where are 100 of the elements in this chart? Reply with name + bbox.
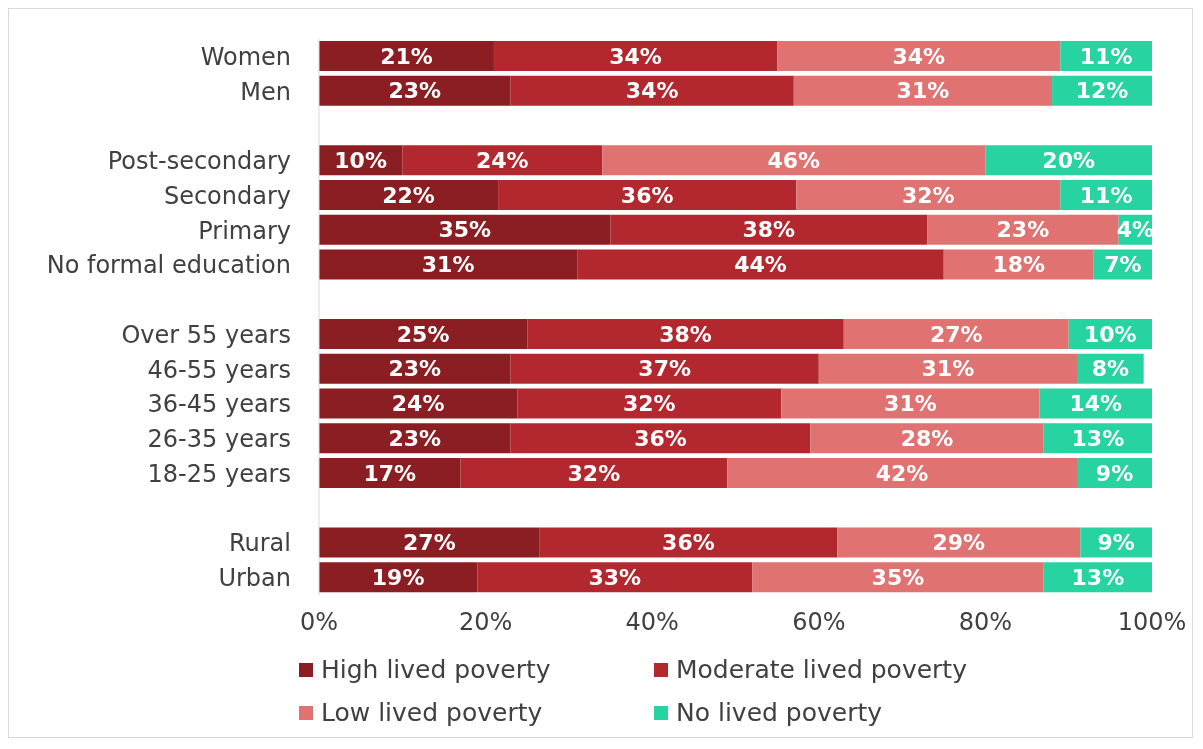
data-label: 36% <box>620 182 674 208</box>
bar <box>602 145 986 176</box>
data-label: 9% <box>1095 460 1134 486</box>
y-tick-label: Women <box>200 42 291 71</box>
data-label: 23% <box>388 78 442 104</box>
data-label: 23% <box>388 356 442 382</box>
data-label: 32% <box>902 182 955 208</box>
legend-label: High lived poverty <box>321 655 551 684</box>
bar <box>927 214 1119 245</box>
y-tick-label: Rural <box>228 529 291 558</box>
bar <box>781 388 1040 419</box>
bar <box>517 388 782 419</box>
bar <box>610 214 928 245</box>
bar <box>498 180 797 210</box>
data-label: 37% <box>638 356 692 382</box>
data-label: 10% <box>334 147 387 173</box>
data-label: 34% <box>625 78 679 104</box>
bar <box>402 145 603 176</box>
data-label: 13% <box>1071 564 1125 590</box>
bar <box>510 423 811 454</box>
data-label: 27% <box>403 530 456 555</box>
bar <box>319 388 518 419</box>
y-tick-label: Over 55 years <box>121 320 291 349</box>
bar <box>319 527 540 558</box>
data-label: 36% <box>634 425 687 451</box>
legend-label: No lived poverty <box>676 698 883 727</box>
data-label: 21% <box>380 43 433 69</box>
x-tick-label: 100% <box>1117 608 1187 637</box>
data-label: 18% <box>992 252 1046 277</box>
data-label: 33% <box>588 564 642 590</box>
y-tick-label: 18-25 years <box>147 459 291 488</box>
y-tick-label: Urban <box>218 564 291 593</box>
data-label: 38% <box>742 217 796 243</box>
data-label: 34% <box>609 43 662 69</box>
bar <box>810 423 1044 454</box>
x-tick-label: 80% <box>958 608 1013 637</box>
data-label: 22% <box>382 182 435 208</box>
y-tick-label: Men <box>240 77 291 106</box>
bar <box>460 458 728 488</box>
data-label: 35% <box>438 217 492 243</box>
bar <box>319 214 611 245</box>
data-label: 10% <box>1084 321 1137 347</box>
data-label: 13% <box>1071 425 1125 451</box>
data-label: 27% <box>929 321 983 347</box>
data-label: 24% <box>475 147 529 173</box>
data-label: 9% <box>1097 530 1135 555</box>
bar <box>319 319 528 349</box>
bar <box>843 319 1069 349</box>
bar <box>796 180 1061 210</box>
bar <box>319 353 511 384</box>
x-tick-label: 60% <box>792 608 846 637</box>
data-label: 31% <box>896 78 950 104</box>
bar <box>577 249 944 280</box>
y-tick-label: 26-35 years <box>147 425 291 454</box>
data-label: 31% <box>884 391 937 416</box>
data-label: 14% <box>1069 391 1123 416</box>
data-label: 11% <box>1079 43 1133 69</box>
data-label: 31% <box>421 252 475 277</box>
bar <box>319 249 578 280</box>
y-tick-label: Secondary <box>163 181 291 210</box>
bar <box>319 41 494 71</box>
x-tick-label: 0% <box>299 608 339 637</box>
data-label: 38% <box>659 321 712 347</box>
data-label: 12% <box>1075 78 1129 104</box>
data-label: 28% <box>900 425 954 451</box>
data-label: 31% <box>921 356 975 382</box>
legend-label: Moderate lived poverty <box>676 655 967 684</box>
bar <box>319 458 461 488</box>
bar <box>818 353 1078 384</box>
bar <box>837 527 1081 558</box>
bar <box>319 180 499 210</box>
bar <box>777 41 1061 71</box>
y-tick-label: 46-55 years <box>147 355 291 384</box>
y-tick-label: Primary <box>198 216 291 245</box>
data-label: 19% <box>371 564 425 590</box>
data-label: 32% <box>567 460 621 486</box>
bar <box>319 423 511 454</box>
data-label: 17% <box>363 460 417 486</box>
data-label: 23% <box>996 217 1050 243</box>
bar <box>527 319 844 349</box>
bar <box>510 75 794 106</box>
x-tick-label: 20% <box>458 608 513 637</box>
legend-label: Low lived poverty <box>321 698 543 727</box>
bar <box>477 562 753 593</box>
data-label: 23% <box>388 425 442 451</box>
y-tick-label: Post-secondary <box>107 147 291 176</box>
data-label: 24% <box>391 391 445 416</box>
data-label: 29% <box>932 530 986 555</box>
bar <box>319 75 511 106</box>
data-label: 20% <box>1042 147 1096 173</box>
data-label: 7% <box>1104 252 1142 277</box>
bar <box>493 41 778 71</box>
y-tick-label: No formal education <box>46 251 291 280</box>
data-label: 36% <box>662 530 715 555</box>
bar <box>727 458 1078 488</box>
x-tick-label: 40% <box>625 608 679 637</box>
bar <box>985 145 1152 176</box>
bar <box>793 75 1053 106</box>
y-tick-label: 36-45 years <box>147 390 291 419</box>
data-label: 35% <box>871 564 925 590</box>
